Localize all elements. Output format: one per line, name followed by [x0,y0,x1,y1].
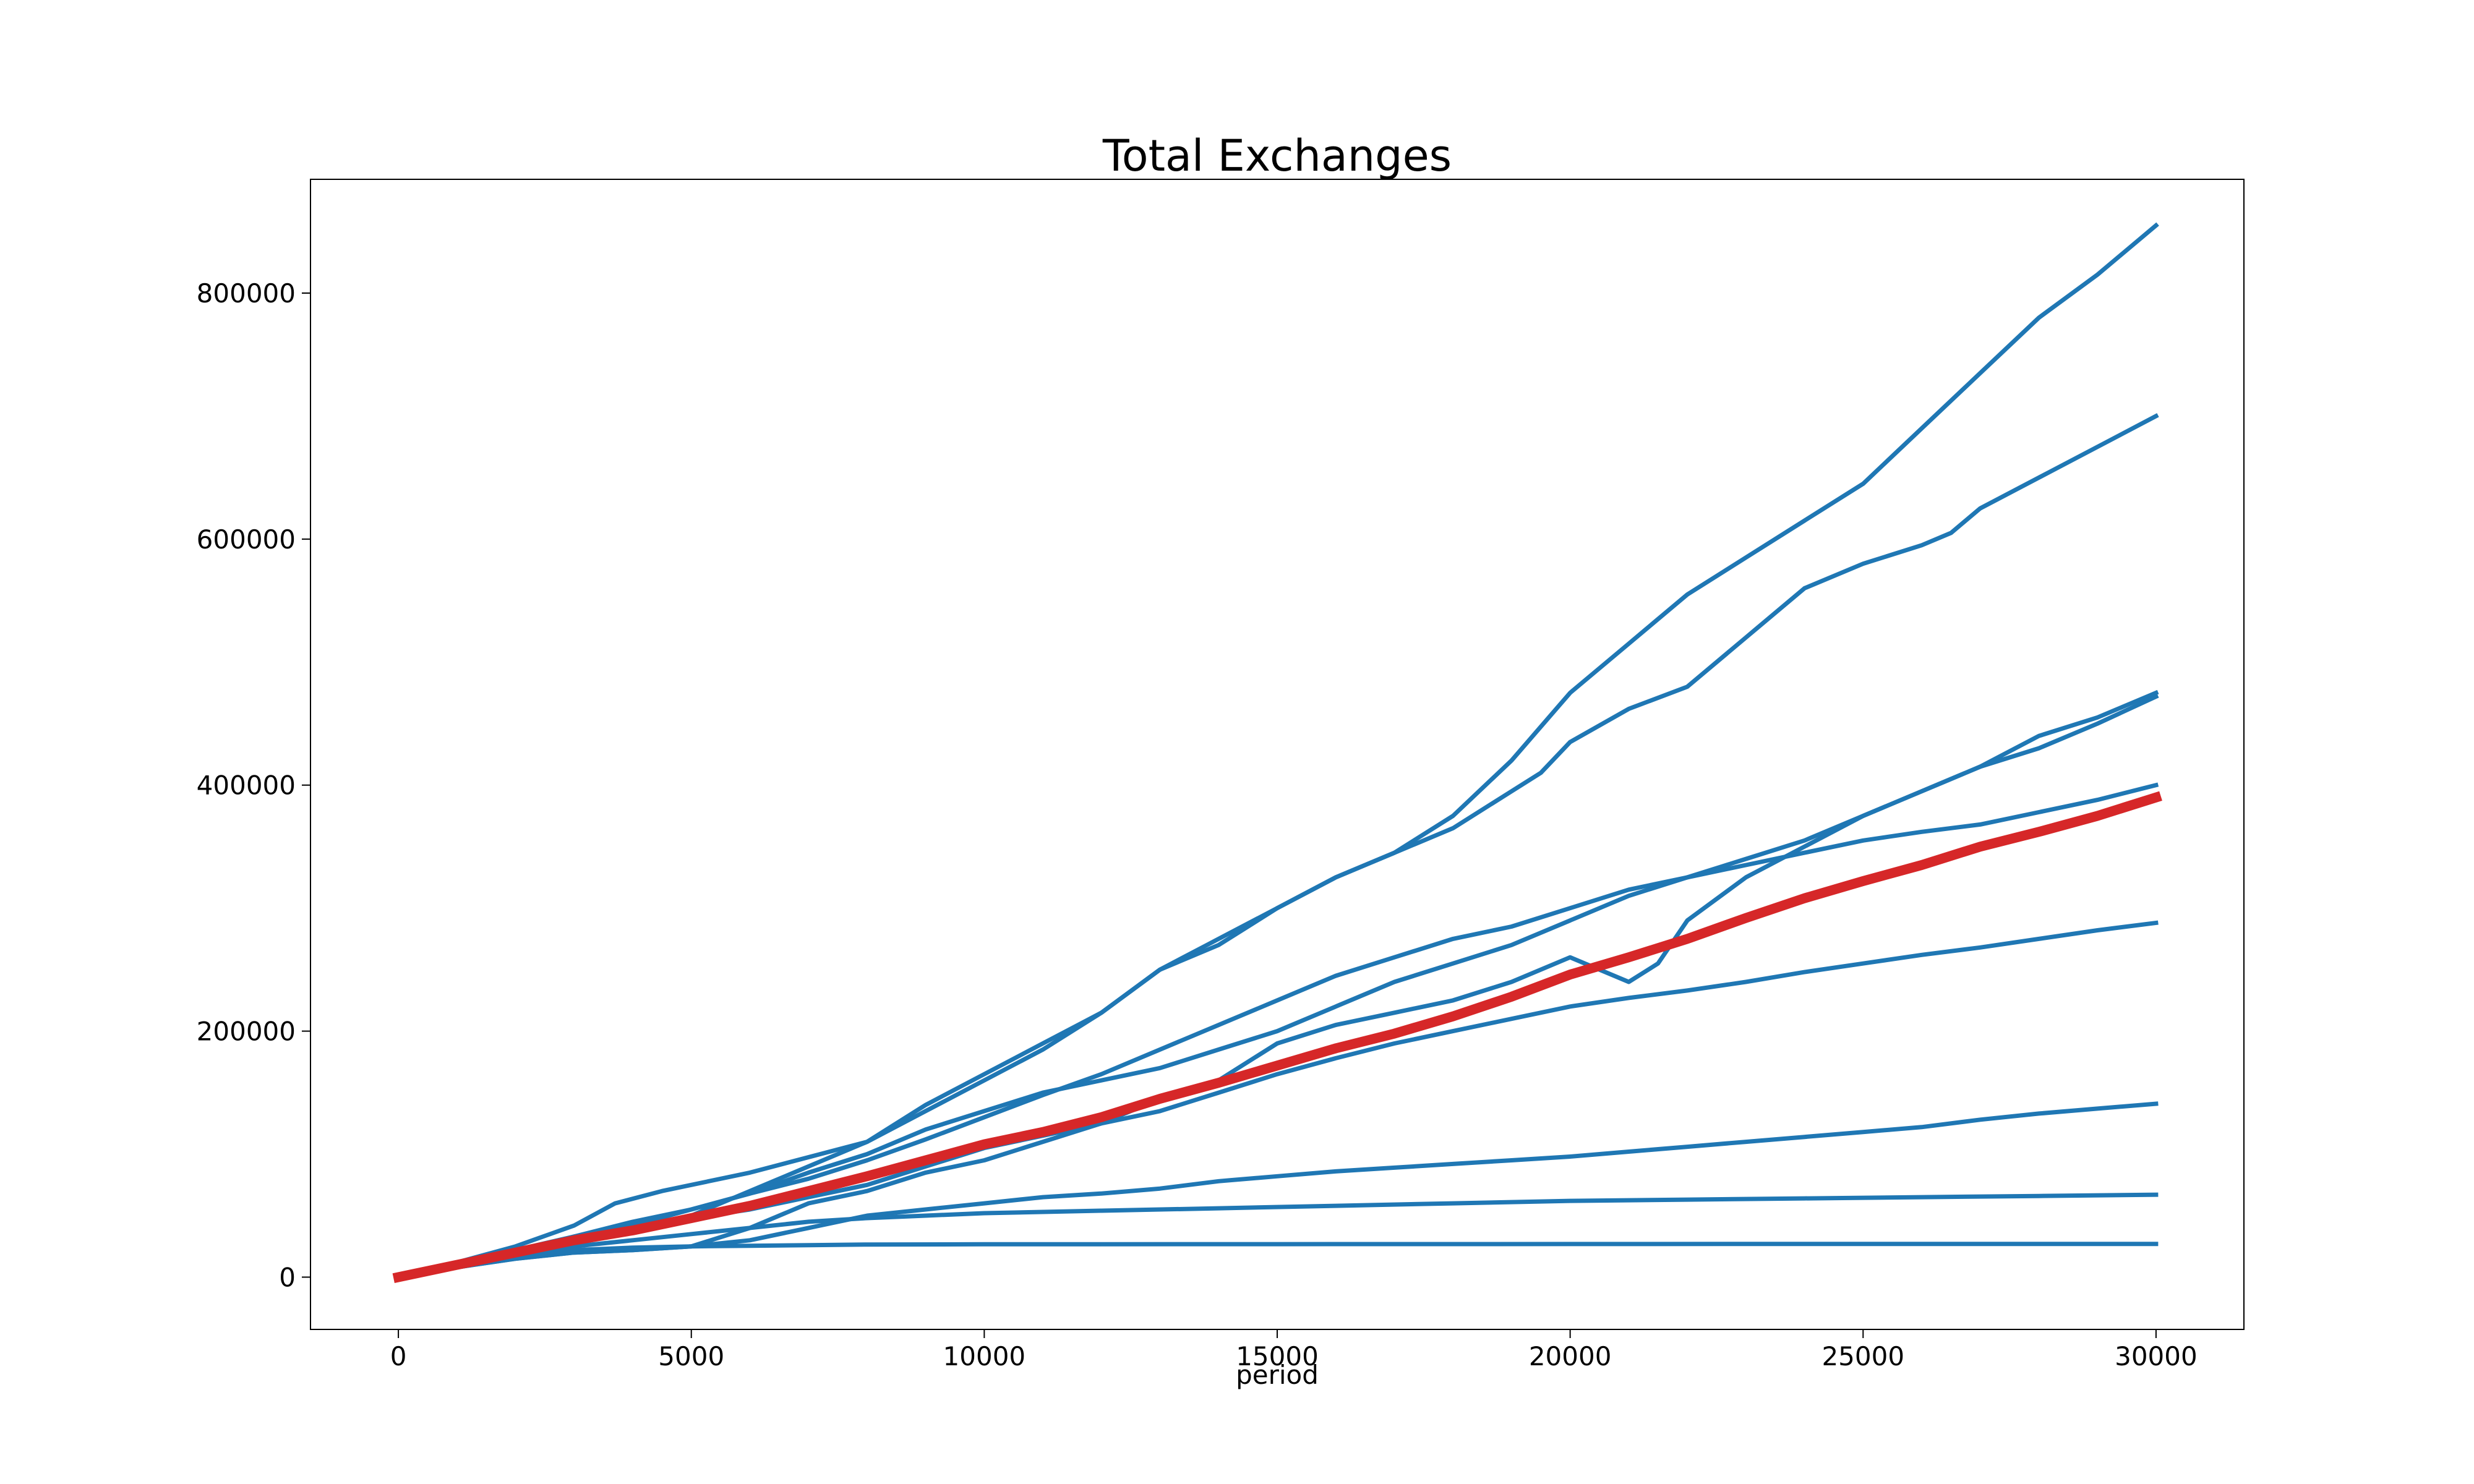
y-tick-label: 600000 [197,524,296,555]
plot-frame [310,179,2245,1330]
x-tick-label: 0 [390,1341,407,1371]
series-line-mean [392,791,2162,1283]
series-line-1 [395,222,2159,1280]
y-tick-label: 400000 [197,770,296,801]
y-tick-label: 0 [279,1262,296,1292]
x-tick-label: 20000 [1529,1341,1612,1371]
y-tick-label: 200000 [197,1017,296,1047]
x-tick-label: 30000 [2115,1341,2198,1371]
x-tick-label: 5000 [658,1341,724,1371]
y-axis: 0 200000 400000 600000 800000 [197,278,310,1292]
series-layer [392,222,2162,1283]
chart-title: Total Exchanges [1102,130,1452,181]
series-line-5 [395,782,2159,1280]
y-tick-label: 800000 [197,278,296,309]
x-axis-label: period [1236,1360,1319,1390]
series-line-2 [395,413,2159,1280]
x-tick-label: 10000 [943,1341,1026,1371]
series-line-8 [395,1192,2159,1280]
x-tick-label: 15000 [1236,1341,1319,1371]
x-axis: 0 5000 10000 15000 20000 25000 30000 [390,1329,2198,1371]
x-tick-label: 25000 [1821,1341,1904,1371]
series-line-9 [395,1242,2159,1280]
